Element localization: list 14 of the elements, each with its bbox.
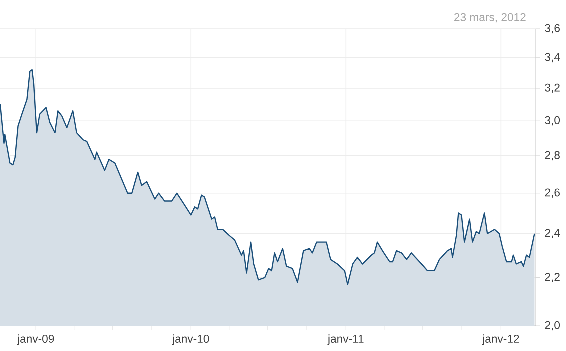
x-tick-label: janv-10 [172,334,210,346]
y-tick-label: 3,0 [545,116,560,126]
y-tick-label: 2,8 [545,151,560,161]
y-tick-label: 2,2 [545,273,560,282]
y-tick-label: 3,6 [545,24,560,34]
x-tick-label: janv-12 [482,334,520,346]
x-tick-label: janv-11 [328,334,364,346]
y-tick-label: 3,2 [545,84,560,94]
x-tick-label: janv-09 [17,334,54,346]
y-tick-label: 2,0 [545,321,560,331]
y-tick-label: 2,6 [545,188,560,198]
text: 23 mars, 2012 [454,13,526,23]
y-tick-label: 2,4 [545,229,560,239]
y-tick-label: 3,4 [545,53,560,63]
